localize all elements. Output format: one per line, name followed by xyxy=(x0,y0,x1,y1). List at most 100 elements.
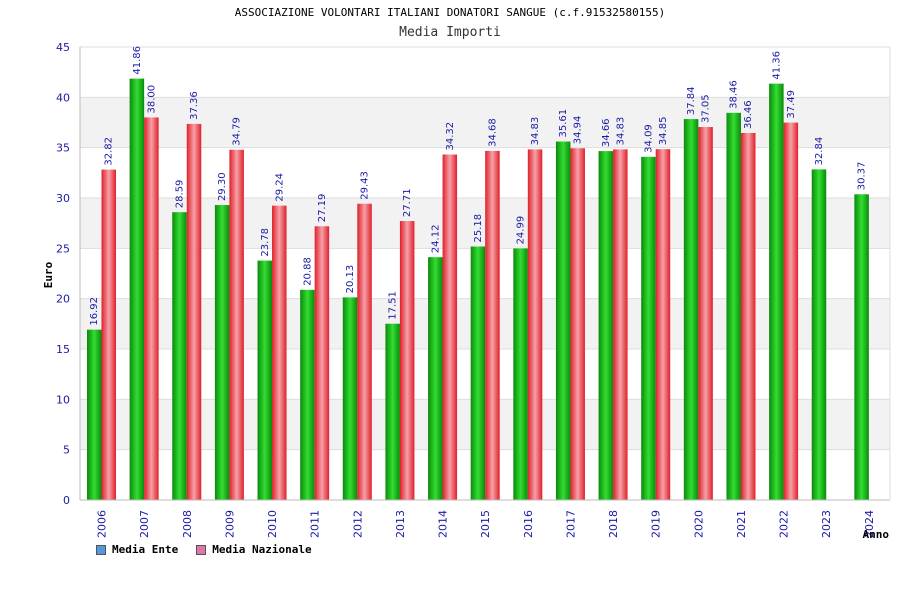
bar-ente xyxy=(428,257,443,500)
bar-ente xyxy=(641,156,656,500)
legend: Media Ente Media Nazionale xyxy=(96,543,312,556)
y-tick-label: 40 xyxy=(56,91,70,104)
x-tick-label: 2015 xyxy=(479,510,492,538)
y-tick-label: 30 xyxy=(56,192,70,205)
legend-swatch-ente xyxy=(96,544,106,555)
bar-ente xyxy=(811,169,827,501)
data-label: 20.13 xyxy=(345,265,356,294)
y-tick-label: 45 xyxy=(56,41,70,54)
data-label: 24.99 xyxy=(516,216,527,245)
bar-nazionale xyxy=(442,154,458,500)
data-label: 37.36 xyxy=(189,91,200,120)
x-tick-label: 2024 xyxy=(863,510,876,538)
data-label: 34.79 xyxy=(232,117,243,146)
x-tick-label: 2016 xyxy=(522,510,535,538)
bar-ente xyxy=(726,112,741,500)
data-label: 34.83 xyxy=(530,117,541,146)
data-label: 34.09 xyxy=(643,124,654,153)
data-label: 34.94 xyxy=(573,116,584,145)
data-label: 17.51 xyxy=(388,291,399,320)
bar-ente xyxy=(87,329,102,500)
data-label: 29.30 xyxy=(217,172,228,201)
legend-label-ente: Media Ente xyxy=(112,543,179,556)
x-tick-label: 2017 xyxy=(564,510,577,538)
data-label: 34.85 xyxy=(658,117,669,146)
data-label: 41.86 xyxy=(132,46,143,75)
data-label: 24.12 xyxy=(430,225,441,254)
bar-nazionale xyxy=(485,150,500,500)
x-tick-label: 2020 xyxy=(692,510,705,538)
bar-nazionale xyxy=(570,148,585,500)
bar-ente xyxy=(513,248,528,500)
bar-nazionale xyxy=(272,205,287,500)
y-tick-label: 15 xyxy=(56,343,70,356)
data-label: 29.43 xyxy=(360,171,371,200)
legend-item-ente: Media Ente xyxy=(96,543,178,556)
data-label: 35.61 xyxy=(558,109,569,138)
data-label: 34.66 xyxy=(601,118,612,147)
legend-item-nazionale: Media Nazionale xyxy=(196,543,312,556)
data-label: 41.36 xyxy=(771,51,782,80)
x-tick-label: 2023 xyxy=(820,510,833,538)
x-tick-label: 2014 xyxy=(437,510,450,538)
data-label: 30.37 xyxy=(857,162,868,191)
grid-band xyxy=(80,97,890,148)
data-label: 28.59 xyxy=(175,180,186,209)
data-label: 27.19 xyxy=(317,194,328,223)
bar-nazionale xyxy=(399,221,415,500)
bar-ente xyxy=(129,78,145,500)
data-label: 38.00 xyxy=(146,85,157,114)
data-labels: 16.92 41.86 28.59 29.30 23.78 20.88 20.13 17.51… xyxy=(89,46,867,326)
x-tick-label: 2021 xyxy=(735,510,748,538)
data-label: 37.84 xyxy=(686,86,697,115)
chart-title: ASSOCIAZIONE VOLONTARI ITALIANI DONATORI… xyxy=(234,6,666,19)
data-label: 38.46 xyxy=(729,80,740,109)
bar-nazionale xyxy=(229,149,244,500)
bar-ente xyxy=(598,151,614,500)
y-tick-label: 10 xyxy=(56,393,70,406)
bar-ente xyxy=(854,194,869,500)
bar-nazionale xyxy=(655,149,671,500)
data-label: 36.46 xyxy=(743,100,754,129)
bar-ente xyxy=(769,83,784,500)
y-tick-label: 35 xyxy=(56,142,70,155)
chart-subtitle: Media Importi xyxy=(399,25,501,40)
x-tick-label: 2009 xyxy=(223,510,236,538)
data-label: 34.32 xyxy=(445,122,456,151)
bar-nazionale xyxy=(527,149,543,501)
bar-nazionale xyxy=(783,122,799,500)
bar-ente xyxy=(214,205,230,500)
y-tick-label: 25 xyxy=(56,242,70,255)
data-label: 32.84 xyxy=(814,137,825,166)
bar-nazionale xyxy=(186,123,202,500)
bar-ente xyxy=(300,289,315,500)
data-label: 16.92 xyxy=(89,297,100,326)
y-tick-label: 0 xyxy=(63,494,70,507)
bar-nazionale xyxy=(740,132,756,500)
bar-ente xyxy=(555,141,571,500)
data-label: 32.82 xyxy=(104,137,115,166)
x-tick-label: 2006 xyxy=(96,510,109,538)
bar-ente xyxy=(683,119,699,500)
legend-label-nazionale: Media Nazionale xyxy=(212,543,312,556)
grid-band xyxy=(80,198,890,249)
y-tick-label: 20 xyxy=(56,293,70,306)
bar-nazionale xyxy=(144,117,159,500)
bar-nazionale xyxy=(314,226,330,500)
bar-ente xyxy=(257,260,273,500)
bar-nazionale xyxy=(698,127,713,500)
x-tick-label: 2013 xyxy=(394,510,407,538)
data-label: 20.88 xyxy=(302,257,313,286)
legend-swatch-nazionale xyxy=(196,544,207,555)
y-axis-label: Euro xyxy=(42,261,55,288)
x-tick-label: 2018 xyxy=(607,510,620,538)
data-label: 37.05 xyxy=(701,94,712,123)
x-tick-label: 2022 xyxy=(778,510,791,538)
bar-nazionale xyxy=(101,169,116,500)
x-tick-label: 2010 xyxy=(266,510,279,538)
bar-ente xyxy=(385,323,400,500)
bar-ente xyxy=(470,246,486,500)
y-tick-label: 5 xyxy=(63,444,70,457)
data-label: 27.71 xyxy=(402,188,413,217)
